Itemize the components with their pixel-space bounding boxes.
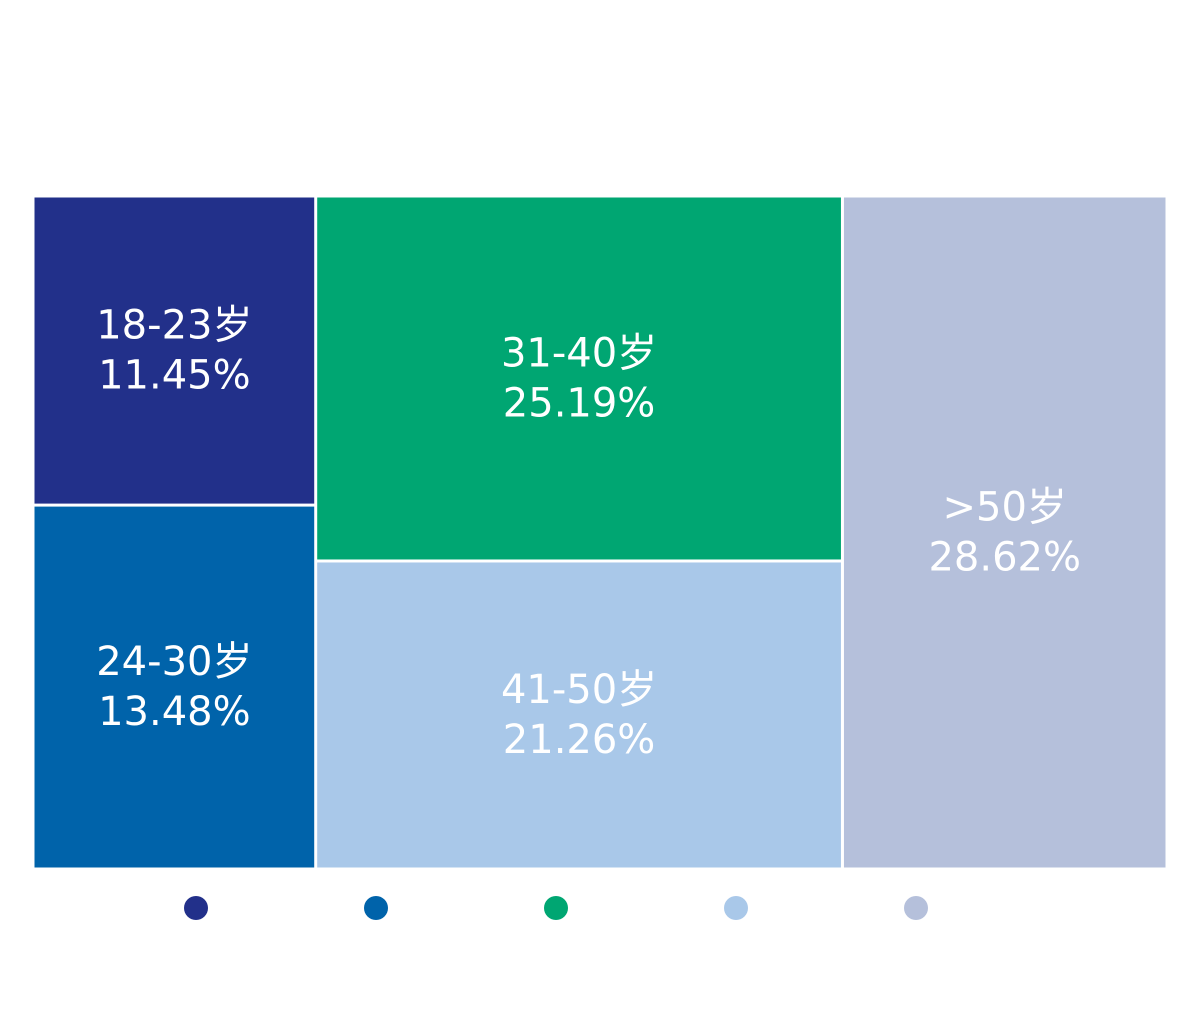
treemap-tile-rect [317,562,841,868]
tile-category-label: 31-40岁 [501,330,657,376]
treemap-tile-rect [317,197,841,560]
legend-marker [544,896,568,920]
tile-category-label: 41-50岁 [501,667,657,713]
tile-value-label: 13.48% [98,689,251,735]
legend-marker [364,896,388,920]
tile-category-label: >50岁 [943,485,1067,531]
tile-value-label: 25.19% [503,380,656,426]
tile-category-label: 24-30岁 [96,639,252,685]
treemap-tile-rect [34,197,315,504]
treemap-tiles: 18-23岁11.45%24-30岁13.48%31-40岁25.19%41-5… [34,197,1166,868]
legend-marker [724,896,748,920]
tile-value-label: 11.45% [98,353,251,399]
tile-value-label: 21.26% [503,717,656,763]
tile-value-label: 28.62% [928,535,1081,581]
legend-marker [904,896,928,920]
legend [184,896,928,920]
treemap-tile-rect [843,197,1166,868]
tile-category-label: 18-23岁 [96,303,252,349]
treemap-tile-rect [34,506,315,868]
legend-marker [184,896,208,920]
